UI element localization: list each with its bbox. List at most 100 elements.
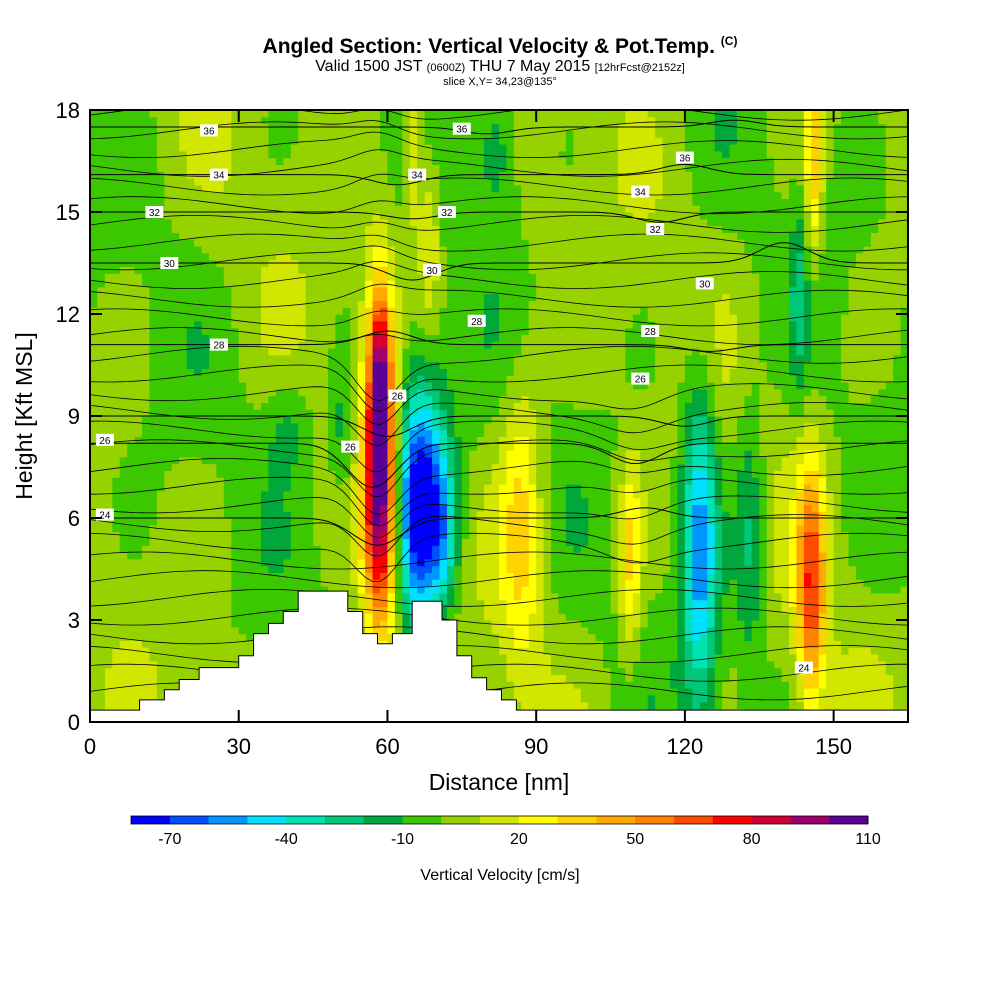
heat-cell xyxy=(402,225,411,233)
heat-cell xyxy=(97,144,106,152)
heat-cell xyxy=(484,518,493,526)
heat-cell xyxy=(134,225,143,233)
heat-cell xyxy=(231,429,240,437)
heat-cell xyxy=(313,586,322,594)
heat-cell xyxy=(231,531,240,539)
heat-cell xyxy=(194,293,203,301)
heat-cell xyxy=(454,137,463,145)
heat-cell xyxy=(119,620,128,628)
heat-cell xyxy=(484,354,493,363)
heat-cell xyxy=(186,524,195,533)
heat-cell xyxy=(149,586,158,594)
heat-cell xyxy=(365,280,374,288)
heat-cell xyxy=(327,212,336,220)
heat-cell xyxy=(335,266,344,274)
heat-cell xyxy=(208,150,218,159)
heat-cell xyxy=(446,137,455,145)
heat-cell xyxy=(238,579,247,587)
heat-cell xyxy=(461,293,470,301)
heat-cell xyxy=(134,688,143,696)
heat-cell xyxy=(142,164,151,172)
heat-cell xyxy=(186,620,195,628)
heat-cell xyxy=(104,545,113,553)
heat-cell xyxy=(246,239,255,247)
heat-cell xyxy=(97,422,106,431)
heat-cell xyxy=(134,348,143,356)
heat-cell xyxy=(476,558,485,567)
heat-cell xyxy=(357,388,366,397)
heat-cell xyxy=(350,511,359,519)
heat-cell xyxy=(194,388,203,397)
heat-cell xyxy=(261,490,270,499)
heat-cell xyxy=(127,497,136,505)
heat-cell xyxy=(305,314,314,322)
heat-cell xyxy=(156,348,165,356)
heat-cell xyxy=(454,266,463,274)
heat-cell xyxy=(275,137,284,145)
heat-cell xyxy=(231,463,240,471)
heat-cell xyxy=(372,504,381,512)
heat-cell xyxy=(186,395,195,403)
heat-cell xyxy=(261,361,270,369)
heat-cell xyxy=(97,592,106,601)
heat-cell xyxy=(432,354,441,363)
heat-cell xyxy=(97,456,106,465)
heat-cell xyxy=(365,579,374,587)
heat-cell xyxy=(461,497,470,505)
heat-cell xyxy=(365,232,374,240)
heat-cell xyxy=(171,252,180,261)
heat-cell xyxy=(454,259,463,267)
heat-cell xyxy=(231,620,240,628)
heat-cell xyxy=(253,531,262,539)
heat-cell xyxy=(253,137,262,145)
heat-cell xyxy=(201,293,210,301)
heat-cell xyxy=(469,130,478,138)
heat-cell xyxy=(454,239,463,247)
heat-cell xyxy=(432,239,441,247)
heat-cell xyxy=(380,300,389,308)
heat-cell xyxy=(283,286,292,295)
heat-cell xyxy=(201,232,210,240)
heat-cell xyxy=(342,572,351,580)
heat-cell xyxy=(484,293,493,301)
heat-cell xyxy=(238,273,247,281)
heat-cell xyxy=(469,531,478,539)
heat-cell xyxy=(476,110,485,118)
heat-cell xyxy=(432,327,441,335)
heat-cell xyxy=(491,633,500,641)
heat-cell xyxy=(156,497,165,505)
heat-cell xyxy=(305,137,314,145)
heat-cell xyxy=(446,116,455,125)
heat-cell xyxy=(179,599,188,607)
heat-cell xyxy=(156,293,165,301)
heat-cell xyxy=(104,388,113,397)
heat-cell xyxy=(90,314,99,322)
heat-cell xyxy=(432,409,441,417)
heat-cell xyxy=(268,232,277,240)
heat-cell xyxy=(454,191,463,199)
heat-cell xyxy=(394,348,403,356)
heat-cell xyxy=(231,586,240,594)
heat-cell xyxy=(90,422,99,431)
heat-cell xyxy=(119,354,128,363)
heat-cell xyxy=(342,552,351,560)
heat-cell xyxy=(365,511,374,519)
heat-cell xyxy=(305,368,314,376)
heat-cell xyxy=(261,164,270,172)
heat-cell xyxy=(112,218,121,227)
heat-cell xyxy=(454,626,463,635)
heat-cell xyxy=(238,504,247,512)
heat-cell xyxy=(201,225,210,233)
heat-cell xyxy=(216,470,225,478)
heat-cell xyxy=(454,225,463,233)
heat-cell xyxy=(90,178,99,186)
heat-cell xyxy=(357,259,366,267)
heat-cell xyxy=(186,572,195,580)
heat-cell xyxy=(402,620,411,628)
heat-cell xyxy=(484,504,493,512)
heat-cell xyxy=(439,184,448,193)
heat-cell xyxy=(194,518,203,526)
heat-cell xyxy=(104,293,113,301)
heat-cell xyxy=(461,259,470,267)
heat-cell xyxy=(268,504,277,512)
